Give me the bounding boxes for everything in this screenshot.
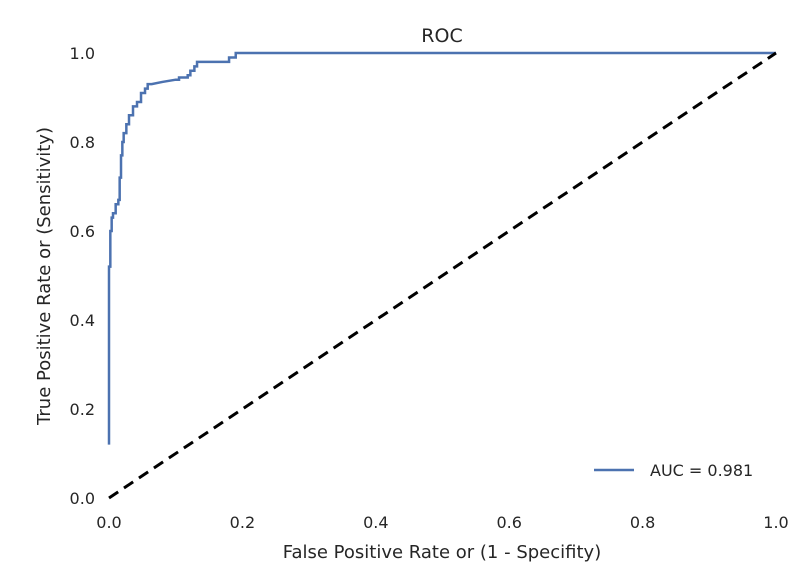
y-tick-label: 0.4: [70, 311, 95, 330]
x-tick-label: 1.0: [763, 513, 788, 532]
y-tick-label: 0.0: [70, 489, 95, 508]
chart-title: ROC: [421, 25, 462, 47]
legend: AUC = 0.981: [594, 461, 753, 480]
x-axis-label: False Positive Rate or (1 - Specifity): [283, 542, 601, 563]
roc-curve-line: [107, 51, 776, 445]
y-axis-label: True Positive Rate or (Sensitivity): [34, 127, 55, 426]
y-tick-label: 0.2: [70, 400, 95, 419]
x-tick-label: 0.2: [230, 513, 255, 532]
y-axis-ticks: 0.0 0.2 0.4 0.6 0.8 1.0: [70, 44, 95, 508]
x-axis-ticks: 0.0 0.2 0.4 0.6 0.8 1.0: [96, 513, 788, 532]
x-tick-label: 0.6: [496, 513, 521, 532]
series-layer: [107, 51, 777, 500]
x-tick-label: 0.8: [630, 513, 655, 532]
y-tick-label: 1.0: [70, 44, 95, 63]
x-tick-label: 0.4: [363, 513, 388, 532]
y-tick-label: 0.8: [70, 133, 95, 152]
chance-diagonal-line: [108, 51, 777, 500]
x-tick-label: 0.0: [96, 513, 121, 532]
y-tick-label: 0.6: [70, 222, 95, 241]
legend-label: AUC = 0.981: [650, 461, 753, 480]
